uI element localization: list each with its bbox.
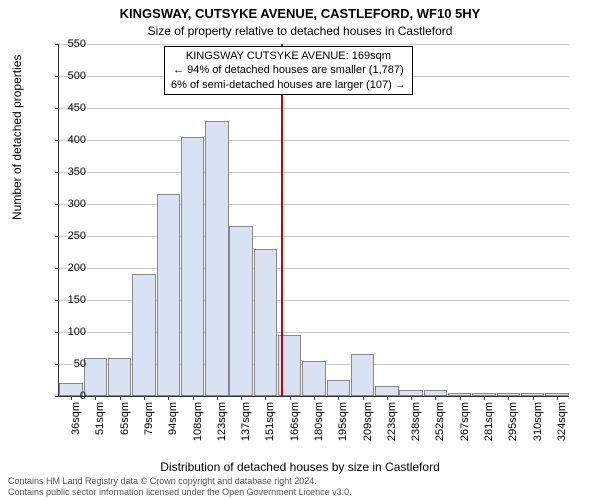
x-tickmark (338, 396, 339, 400)
x-tickmark (460, 396, 461, 400)
x-tickmark (241, 396, 242, 400)
bar (205, 121, 228, 396)
gridline (59, 140, 569, 141)
legend-line-3: 6% of semi-detached houses are larger (1… (171, 78, 406, 92)
x-tick-label: 51sqm (94, 402, 106, 452)
x-tick-label: 209sqm (362, 402, 374, 452)
x-tickmark (387, 396, 388, 400)
bar (302, 361, 325, 396)
y-tick-label: 550 (56, 38, 86, 50)
x-tickmark (265, 396, 266, 400)
x-tick-label: 238sqm (410, 402, 422, 452)
bar (254, 249, 277, 396)
footer-line-2: Contains public sector information licen… (8, 487, 352, 498)
plot-area: KINGSWAY CUTSYKE AVENUE: 169sqm ← 94% of… (58, 44, 569, 397)
y-tick-label: 300 (56, 198, 86, 210)
bar (375, 386, 398, 396)
x-tick-label: 180sqm (313, 402, 325, 452)
y-tick-label: 50 (56, 358, 86, 370)
x-tickmark (314, 396, 315, 400)
x-tickmark (217, 396, 218, 400)
gridline (59, 172, 569, 173)
legend-line-2: ← 94% of detached houses are smaller (1,… (171, 63, 406, 77)
x-tick-label: 36sqm (70, 402, 82, 452)
chart-subtitle: Size of property relative to detached ho… (0, 24, 600, 38)
bar (132, 274, 155, 396)
x-tickmark (95, 396, 96, 400)
chart-container: KINGSWAY, CUTSYKE AVENUE, CASTLEFORD, WF… (0, 0, 600, 500)
y-tick-label: 450 (56, 102, 86, 114)
bar (229, 226, 252, 396)
bar (181, 137, 204, 396)
x-tickmark (435, 396, 436, 400)
footer-line-1: Contains HM Land Registry data © Crown c… (8, 476, 352, 487)
x-tick-label: 281sqm (483, 402, 495, 452)
y-tick-label: 100 (56, 326, 86, 338)
gridline (59, 236, 569, 237)
x-tickmark (484, 396, 485, 400)
x-tickmark (144, 396, 145, 400)
y-tick-label: 250 (56, 230, 86, 242)
x-tick-label: 123sqm (216, 402, 228, 452)
x-tick-label: 65sqm (119, 402, 131, 452)
x-tickmark (193, 396, 194, 400)
y-axis-label: Number of detached properties (10, 55, 24, 220)
y-tick-label: 400 (56, 134, 86, 146)
y-tick-label: 0 (56, 390, 86, 402)
x-tick-label: 267sqm (459, 402, 471, 452)
y-tick-label: 200 (56, 262, 86, 274)
x-tickmark (411, 396, 412, 400)
y-tick-label: 150 (56, 294, 86, 306)
legend-line-1: KINGSWAY CUTSYKE AVENUE: 169sqm (171, 49, 406, 63)
x-tickmark (120, 396, 121, 400)
gridline (59, 44, 569, 45)
x-axis-label: Distribution of detached houses by size … (0, 460, 600, 474)
x-tick-label: 166sqm (289, 402, 301, 452)
x-tick-label: 195sqm (337, 402, 349, 452)
x-tickmark (557, 396, 558, 400)
chart-title: KINGSWAY, CUTSYKE AVENUE, CASTLEFORD, WF… (0, 6, 600, 21)
bar (84, 358, 107, 396)
x-tickmark (363, 396, 364, 400)
x-tick-label: 108sqm (192, 402, 204, 452)
x-tickmark (533, 396, 534, 400)
gridline (59, 268, 569, 269)
bar (108, 358, 131, 396)
bar (157, 194, 180, 396)
x-tickmark (508, 396, 509, 400)
bar (351, 354, 374, 396)
x-tick-label: 94sqm (167, 402, 179, 452)
x-tick-label: 295sqm (507, 402, 519, 452)
x-tick-label: 151sqm (264, 402, 276, 452)
footer-attribution: Contains HM Land Registry data © Crown c… (8, 476, 352, 498)
y-tick-label: 350 (56, 166, 86, 178)
x-tick-label: 223sqm (386, 402, 398, 452)
bar (327, 380, 350, 396)
x-tickmark (290, 396, 291, 400)
gridline (59, 108, 569, 109)
y-tick-label: 500 (56, 70, 86, 82)
reference-line (281, 44, 283, 396)
x-tick-label: 324sqm (556, 402, 568, 452)
legend-box: KINGSWAY CUTSYKE AVENUE: 169sqm ← 94% of… (164, 46, 413, 95)
x-tickmark (168, 396, 169, 400)
x-tick-label: 137sqm (240, 402, 252, 452)
gridline (59, 204, 569, 205)
x-tick-label: 79sqm (143, 402, 155, 452)
x-tick-label: 310sqm (532, 402, 544, 452)
x-tick-label: 252sqm (434, 402, 446, 452)
